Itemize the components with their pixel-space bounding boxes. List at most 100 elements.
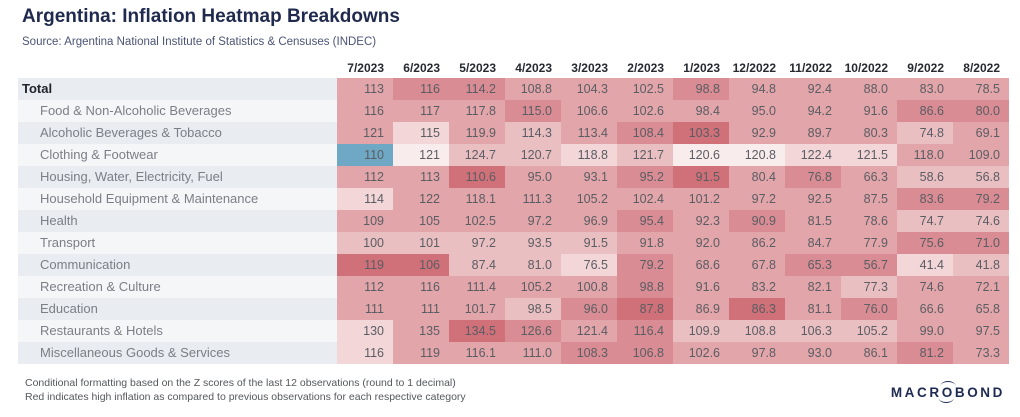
heat-cell: 103.3 — [673, 122, 729, 144]
heat-cell: 116 — [337, 342, 393, 364]
heat-cell: 83.2 — [729, 276, 785, 298]
table-row: Total 113 116 114.2 108.8 104.3 102.5 98.8 94.8 9… — [18, 78, 1009, 100]
heat-cell: 94.2 — [785, 100, 841, 122]
heat-cell: 91.5 — [561, 232, 617, 254]
heat-cell: 97.5 — [953, 320, 1009, 342]
row-label: Miscellaneous Goods & Services — [18, 342, 337, 364]
heat-cell: 96.9 — [561, 210, 617, 232]
table-row: Health 109 105 102.5 97.2 96.9 95.4 92.3 90.9 81.… — [18, 210, 1009, 232]
heat-cell: 119.9 — [449, 122, 505, 144]
heat-cell: 76.8 — [785, 166, 841, 188]
heat-cell: 95.0 — [505, 166, 561, 188]
heat-cell: 105 — [393, 210, 449, 232]
heat-cell: 114.2 — [449, 78, 505, 100]
heat-cell: 92.9 — [729, 122, 785, 144]
heat-cell: 92.0 — [673, 232, 729, 254]
heat-cell: 73.3 — [953, 342, 1009, 364]
heat-cell: 101.2 — [673, 188, 729, 210]
page-title: Argentina: Inflation Heatmap Breakdowns — [22, 6, 400, 27]
heat-cell: 98.8 — [617, 276, 673, 298]
column-header: 3/2023 — [571, 61, 608, 75]
heat-cell: 105.2 — [505, 276, 561, 298]
footnote-line-2: Red indicates high inflation as compared… — [25, 390, 466, 403]
heat-cell: 91.6 — [673, 276, 729, 298]
table-row: Transport 100 101 97.2 93.5 91.5 91.8 92.0 86.2 8… — [18, 232, 1009, 254]
heat-cell: 91.5 — [673, 166, 729, 188]
heat-cell: 76.0 — [841, 298, 897, 320]
heat-cell: 102.5 — [617, 78, 673, 100]
macrobond-logo: MACROBOND — [891, 385, 1005, 400]
heat-cell: 116 — [393, 276, 449, 298]
column-header: 12/2022 — [732, 61, 776, 75]
row-label: Alcoholic Beverages & Tobacco — [18, 122, 337, 144]
heat-cell: 68.6 — [673, 254, 729, 276]
heat-cell: 112 — [337, 276, 393, 298]
heat-cell: 114.3 — [505, 122, 561, 144]
heat-cell: 108.4 — [617, 122, 673, 144]
table-row: Household Equipment & Maintenance 114 122 1… — [18, 188, 1009, 210]
heat-cell: 66.3 — [841, 166, 897, 188]
heat-cell: 74.6 — [953, 210, 1009, 232]
heat-cell: 77.3 — [841, 276, 897, 298]
heat-cell: 114 — [337, 188, 393, 210]
heat-cell: 135 — [393, 320, 449, 342]
heat-cell: 110.6 — [449, 166, 505, 188]
heat-cell: 41.4 — [897, 254, 953, 276]
table-row: Housing, Water, Electricity, Fuel 112 113 1… — [18, 166, 1009, 188]
heat-cell: 101 — [393, 232, 449, 254]
row-label: Transport — [18, 232, 337, 254]
heat-cell: 41.8 — [953, 254, 1009, 276]
heat-cell: 76.5 — [561, 254, 617, 276]
heat-cell: 83.6 — [897, 188, 953, 210]
heat-cell: 118.1 — [449, 188, 505, 210]
heat-cell: 108.8 — [505, 78, 561, 100]
heat-cell: 71.0 — [953, 232, 1009, 254]
heat-cell: 108.3 — [561, 342, 617, 364]
table-row: Clothing & Footwear 110 121 124.7 120.7 118.8… — [18, 144, 1009, 166]
heat-cell: 93.1 — [561, 166, 617, 188]
heat-cell: 56.8 — [953, 166, 1009, 188]
heat-cell: 95.2 — [617, 166, 673, 188]
heat-cell: 111.3 — [505, 188, 561, 210]
heat-cell: 96.0 — [561, 298, 617, 320]
heat-cell: 80.3 — [841, 122, 897, 144]
heat-cell: 66.6 — [897, 298, 953, 320]
heat-cell: 92.5 — [785, 188, 841, 210]
heat-cell: 95.4 — [617, 210, 673, 232]
heat-cell: 134.5 — [449, 320, 505, 342]
heat-cell: 113 — [337, 78, 393, 100]
heat-cell: 92.4 — [785, 78, 841, 100]
row-label: Clothing & Footwear — [18, 144, 337, 166]
heat-cell: 100 — [337, 232, 393, 254]
heat-cell: 121.4 — [561, 320, 617, 342]
column-header: 8/2022 — [963, 61, 1000, 75]
heat-cell: 83.0 — [897, 78, 953, 100]
heat-cell: 80.4 — [729, 166, 785, 188]
heat-cell: 104.3 — [561, 78, 617, 100]
heat-cell: 109.0 — [953, 144, 1009, 166]
row-label: Housing, Water, Electricity, Fuel — [18, 166, 337, 188]
footnote-line-1: Conditional formatting based on the Z sc… — [25, 377, 456, 389]
heat-cell: 80.0 — [953, 100, 1009, 122]
heat-cell: 81.1 — [785, 298, 841, 320]
row-label: Household Equipment & Maintenance — [18, 188, 337, 210]
heat-cell: 86.1 — [841, 342, 897, 364]
heat-cell: 122.4 — [785, 144, 841, 166]
heat-cell: 101.7 — [449, 298, 505, 320]
heat-cell: 97.8 — [729, 342, 785, 364]
row-label: Food & Non-Alcoholic Beverages — [18, 100, 337, 122]
heat-cell: 65.8 — [953, 298, 1009, 320]
heat-cell: 106.6 — [561, 100, 617, 122]
heat-cell: 116.4 — [617, 320, 673, 342]
heat-cell: 120.8 — [729, 144, 785, 166]
inflation-heatmap-table: 7/2023 6/2023 5/2023 4/2023 3/2023 2/2023 1/20… — [18, 58, 1009, 364]
heat-cell: 105.2 — [841, 320, 897, 342]
heat-cell: 91.8 — [617, 232, 673, 254]
heat-cell: 111 — [337, 298, 393, 320]
heat-cell: 79.2 — [953, 188, 1009, 210]
heat-cell: 109 — [337, 210, 393, 232]
heat-cell: 58.6 — [897, 166, 953, 188]
heat-cell: 115.0 — [505, 100, 561, 122]
table-row: Restaurants & Hotels 130 135 134.5 126.6 121.… — [18, 320, 1009, 342]
